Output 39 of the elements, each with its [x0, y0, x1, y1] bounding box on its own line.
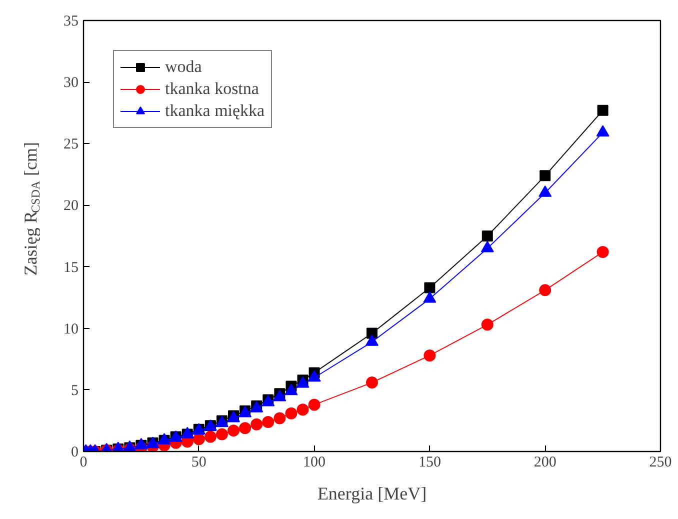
x-tick-label: 200	[534, 454, 556, 470]
point	[274, 412, 286, 424]
x-tick-label: 50	[191, 454, 206, 470]
legend-label: woda	[165, 57, 202, 77]
y-tick-label: 15	[64, 260, 78, 276]
y-tick-label: 5	[71, 382, 78, 399]
point	[216, 428, 228, 440]
x-tick-label: 250	[649, 454, 672, 470]
y-tick-label: 20	[64, 198, 78, 214]
legend-label: tkanka kostna	[165, 79, 259, 99]
point	[285, 407, 298, 420]
point	[262, 416, 274, 428]
point	[250, 418, 263, 430]
x-tick-label: 150	[418, 454, 441, 470]
point	[596, 246, 609, 258]
point	[192, 433, 205, 446]
point	[296, 404, 309, 416]
point	[239, 422, 252, 434]
point	[284, 384, 298, 396]
point	[597, 104, 608, 116]
point	[481, 318, 494, 331]
point	[308, 398, 320, 411]
legend-label: tkanka miękka	[165, 101, 265, 121]
point	[424, 282, 436, 294]
point	[308, 370, 321, 382]
x-axis-title: Energia [MeV]	[317, 484, 427, 504]
point	[204, 430, 216, 443]
x-tick-label: 100	[303, 454, 326, 470]
y-tick-label: 35	[64, 14, 78, 30]
point	[539, 284, 552, 296]
y-tick-label: 30	[64, 75, 78, 92]
y-tick-label: 0	[71, 444, 78, 460]
point	[482, 230, 493, 242]
point	[540, 170, 551, 182]
point	[366, 376, 378, 389]
point	[228, 424, 240, 437]
point	[424, 349, 436, 362]
y-tick-label: 25	[64, 136, 78, 153]
y-tick-label: 10	[64, 321, 78, 338]
